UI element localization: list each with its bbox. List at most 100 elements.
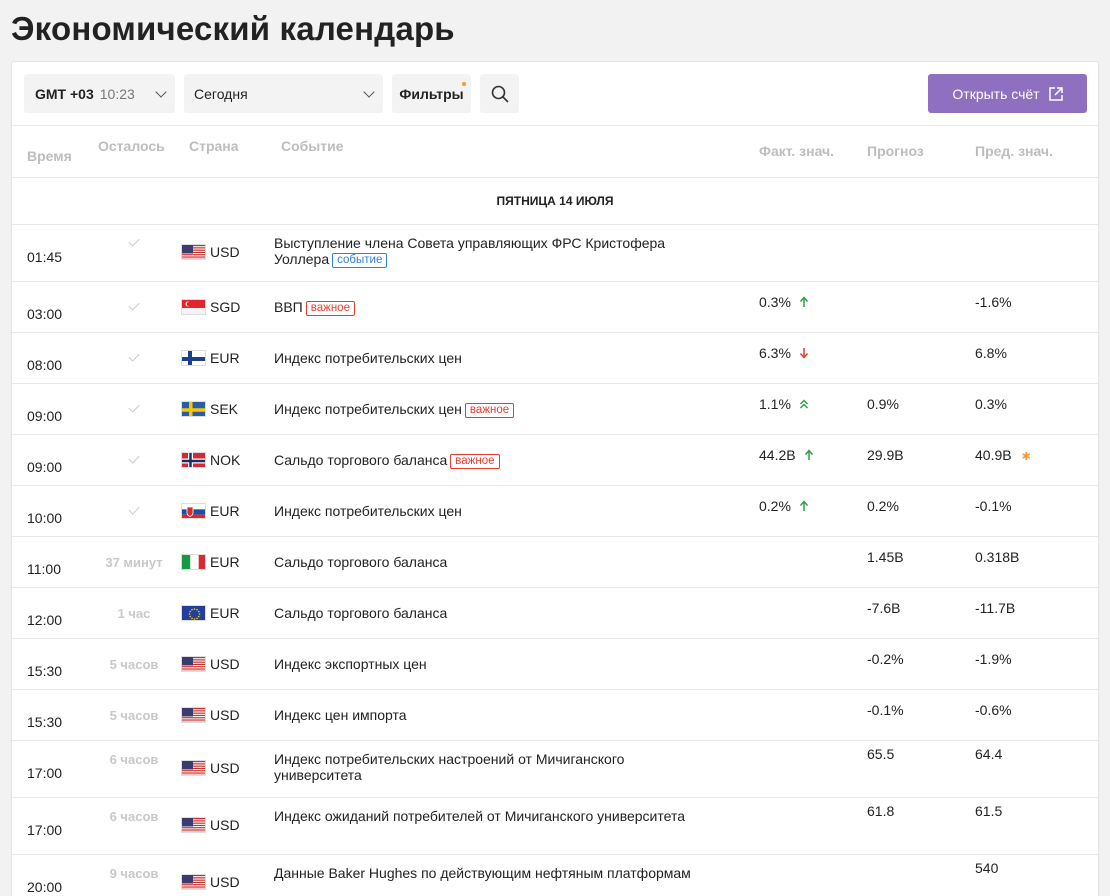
event-title[interactable]: Выступление члена Совета управляющих ФРС… bbox=[274, 235, 714, 268]
time-left: 6 часов bbox=[109, 752, 159, 767]
currency-code: USD bbox=[210, 707, 240, 723]
event-row[interactable]: 11:00 37 минут EUR Сальдо торгового баланса… bbox=[12, 537, 1098, 588]
col-actual[interactable]: Факт. знач. bbox=[759, 143, 835, 159]
currency-code: EUR bbox=[210, 503, 240, 519]
important-badge: важное bbox=[305, 301, 355, 316]
chevron-down-icon bbox=[363, 86, 375, 98]
event-row[interactable]: 09:00 SEK Индекс потребительских цен важное… bbox=[12, 384, 1098, 435]
col-forecast[interactable]: Прогноз bbox=[867, 143, 924, 159]
flag-sk-icon bbox=[181, 503, 206, 519]
check-icon bbox=[72, 298, 196, 313]
check-icon bbox=[72, 349, 196, 364]
country-cell: USD bbox=[181, 707, 240, 723]
filters-button[interactable]: Фильтры bbox=[392, 74, 471, 113]
prev-value: 0.3% bbox=[975, 396, 1007, 412]
flag-sg-icon bbox=[181, 299, 206, 315]
col-prev[interactable]: Пред. знач. bbox=[975, 143, 1053, 159]
event-title[interactable]: Сальдо торгового баланса важное bbox=[274, 452, 714, 469]
event-title[interactable]: Индекс потребительских настроений от Мич… bbox=[274, 751, 714, 783]
actual-value: 1.1% bbox=[759, 396, 791, 412]
col-event[interactable]: Событие bbox=[281, 138, 344, 154]
event-title[interactable]: ВВП важное bbox=[274, 299, 714, 316]
arrow-up-icon bbox=[799, 296, 808, 307]
prev-value-cell: -0.6% bbox=[975, 702, 1012, 718]
event-title[interactable]: Индекс потребительских цен bbox=[274, 503, 714, 519]
col-left[interactable]: Осталось bbox=[98, 138, 165, 154]
arrow-up-icon bbox=[804, 449, 813, 460]
event-time: 09:00 bbox=[27, 459, 63, 475]
prev-value: -1.6% bbox=[975, 294, 1012, 310]
timezone-label: GMT +03 bbox=[35, 85, 94, 102]
external-link-icon bbox=[1048, 86, 1063, 101]
event-row[interactable]: 15:30 5 часов USD Индекс цен импорта -0.1% -0… bbox=[12, 690, 1098, 741]
col-country[interactable]: Страна bbox=[189, 138, 239, 154]
forecast-value: -0.1% bbox=[867, 702, 904, 718]
country-cell: USD bbox=[181, 874, 240, 890]
event-row[interactable]: 03:00 SGD ВВП важное 0.3% -1.6% bbox=[12, 282, 1098, 333]
event-row[interactable]: 09:00 NOK Сальдо торгового баланса важное 44… bbox=[12, 435, 1098, 486]
currency-code: USD bbox=[210, 656, 240, 672]
actual-value-cell: 6.3% bbox=[759, 345, 809, 361]
event-title[interactable]: Индекс потребительских цен bbox=[274, 350, 714, 366]
event-badge: событие bbox=[332, 253, 388, 268]
calendar-card: GMT +03 10:23 Сегодня Фильтры Открыть сч… bbox=[11, 61, 1099, 896]
event-title[interactable]: Индекс ожиданий потребителей от Мичиганс… bbox=[274, 808, 714, 824]
date-label: Сегодня bbox=[194, 85, 248, 102]
event-title[interactable]: Данные Baker Hughes по действующим нефтя… bbox=[274, 865, 714, 881]
current-time: 10:23 bbox=[99, 85, 135, 102]
event-title[interactable]: Сальдо торгового баланса bbox=[274, 554, 714, 570]
currency-code: USD bbox=[210, 760, 240, 776]
time-left: 9 часов bbox=[109, 866, 159, 881]
arrow-up-icon bbox=[799, 500, 808, 511]
actual-value: 0.2% bbox=[759, 498, 791, 514]
event-row[interactable]: 15:30 5 часов USD Индекс экспортных цен -0.2… bbox=[12, 639, 1098, 690]
revised-star-icon: ✱ bbox=[1021, 451, 1031, 463]
event-name: Индекс потребительских настроений от Мич… bbox=[274, 751, 625, 783]
event-title[interactable]: Сальдо торгового баланса bbox=[274, 605, 714, 621]
prev-value-cell: 40.9B ✱ bbox=[975, 447, 1031, 463]
event-title[interactable]: Индекс потребительских цен важное bbox=[274, 401, 714, 418]
event-time: 10:00 bbox=[27, 510, 63, 526]
event-row[interactable]: 17:00 6 часов USD Индекс потребительских на… bbox=[12, 741, 1098, 798]
event-row[interactable]: 20:00 9 часов USD Данные Baker Hughes по де… bbox=[12, 855, 1098, 896]
prev-value-cell: 0.318B bbox=[975, 549, 1019, 565]
day-separator: ПЯТНИЦА 14 ИЮЛЯ bbox=[12, 178, 1098, 225]
event-time: 11:00 bbox=[27, 561, 61, 577]
date-select[interactable]: Сегодня bbox=[184, 74, 383, 113]
event-name: Индекс потребительских цен bbox=[274, 503, 462, 519]
event-time: 03:00 bbox=[27, 306, 63, 322]
event-name: Индекс цен импорта bbox=[274, 707, 407, 723]
currency-code: USD bbox=[210, 244, 240, 260]
country-cell: SGD bbox=[181, 299, 240, 315]
prev-value: -0.6% bbox=[975, 702, 1012, 718]
event-time: 12:00 bbox=[27, 612, 63, 628]
event-title[interactable]: Индекс цен импорта bbox=[274, 707, 714, 723]
event-time: 01:45 bbox=[27, 249, 63, 265]
time-left: 37 минут bbox=[105, 555, 163, 570]
country-cell: EUR bbox=[181, 350, 240, 366]
col-time[interactable]: Время bbox=[27, 148, 72, 164]
currency-code: EUR bbox=[210, 350, 240, 366]
flag-se-icon bbox=[181, 401, 206, 417]
currency-code: NOK bbox=[210, 452, 241, 468]
forecast-value: 0.9% bbox=[867, 396, 899, 412]
search-button[interactable] bbox=[480, 74, 519, 113]
timezone-select[interactable]: GMT +03 10:23 bbox=[24, 74, 175, 113]
events-list: 01:45 USD Выступление члена Совета управля… bbox=[12, 225, 1098, 896]
event-time: 15:30 bbox=[27, 714, 63, 730]
open-account-button[interactable]: Открыть счёт bbox=[928, 74, 1087, 113]
event-time: 20:00 bbox=[27, 879, 63, 895]
event-row[interactable]: 01:45 USD Выступление члена Совета управля… bbox=[12, 225, 1098, 282]
important-badge: важное bbox=[450, 454, 500, 469]
actual-value-cell: 1.1% bbox=[759, 396, 809, 412]
currency-code: SGD bbox=[210, 299, 241, 315]
prev-value: 6.8% bbox=[975, 345, 1007, 361]
event-row[interactable]: 10:00 EUR Индекс потребительских цен 0.2% 0.… bbox=[12, 486, 1098, 537]
event-row[interactable]: 17:00 6 часов USD Индекс ожиданий потребите… bbox=[12, 798, 1098, 855]
event-time: 15:30 bbox=[27, 663, 63, 679]
event-row[interactable]: 08:00 EUR Индекс потребительских цен 6.3% 6.… bbox=[12, 333, 1098, 384]
event-time: 09:00 bbox=[27, 408, 63, 424]
event-title[interactable]: Индекс экспортных цен bbox=[274, 656, 714, 672]
prev-value-cell: -0.1% bbox=[975, 498, 1012, 514]
event-row[interactable]: 12:00 1 час EUR Сальдо торгового баланса -7.… bbox=[12, 588, 1098, 639]
